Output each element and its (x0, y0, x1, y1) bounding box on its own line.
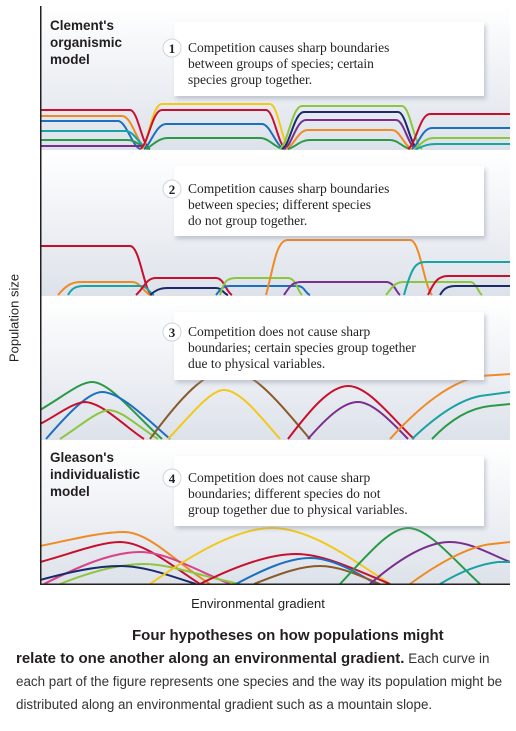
model-label-line: organismic (50, 35, 123, 50)
callout-3: 3 Competition does not cause sharp bound… (163, 312, 484, 380)
description-line: boundaries; different species do not (188, 486, 381, 501)
panel-number: 1 (169, 41, 176, 56)
caption-title-line2: relate to one another along an environme… (16, 650, 404, 667)
description-line: Competition causes sharp boundaries (188, 181, 389, 196)
description-line: Competition does not cause sharp (188, 324, 370, 339)
model-label-line: model (50, 484, 90, 499)
model-label-line: model (50, 52, 90, 67)
description-line: species group together. (188, 72, 312, 87)
description-line: group together due to physical variables… (188, 502, 408, 517)
description-line: Competition does not cause sharp (188, 470, 370, 485)
caption-title-line1: Four hypotheses on how populations might (132, 625, 444, 647)
callout-1: 1 Competition causes sharp boundaries be… (163, 22, 484, 96)
description-line: between species; different species (188, 197, 371, 212)
figure: Clement's organismic model Gleason's ind… (40, 6, 510, 585)
model-label-line: Clement's (50, 18, 114, 33)
y-axis-label: Population size (7, 274, 22, 362)
x-axis-label: Environmental gradient (0, 596, 516, 611)
panel-number: 4 (169, 471, 176, 486)
model-label-line: Gleason's (50, 450, 114, 465)
description-line: due to physical variables. (188, 356, 325, 371)
description-line: Competition causes sharp boundaries (188, 40, 389, 55)
model-label-line: individualistic (50, 467, 141, 482)
callout-2: 2 Competition causes sharp boundaries be… (163, 166, 484, 236)
description-line: do not group together. (188, 213, 307, 228)
figure-caption: Four hypotheses on how populations might… (16, 624, 506, 716)
description-line: between groups of species; certain (188, 56, 374, 71)
description-line: boundaries; certain species group togeth… (188, 340, 416, 355)
panel-number: 3 (169, 325, 176, 340)
callout-4: 4 Competition does not cause sharp bound… (163, 456, 484, 526)
panel-number: 2 (169, 182, 176, 197)
